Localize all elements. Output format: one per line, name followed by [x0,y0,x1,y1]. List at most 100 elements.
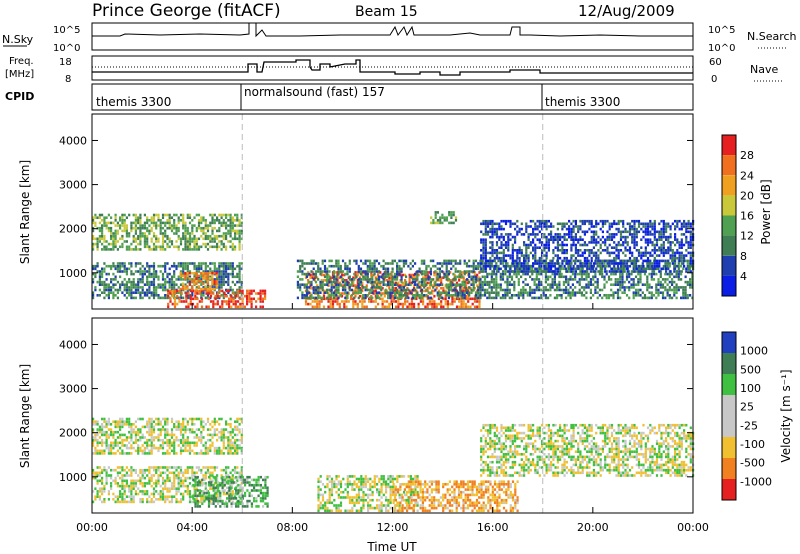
heatmap-cell [610,272,613,276]
heatmap-cell [382,280,385,284]
heatmap-cell [570,238,573,241]
heatmap-cell [684,275,687,279]
heatmap-cell [594,280,597,284]
heatmap-cell [357,280,360,284]
heatmap-cell [299,283,302,286]
heatmap-cell [592,233,595,236]
heatmap-cell [178,297,181,301]
heatmap-cell [134,270,137,273]
heatmap-cell [305,291,309,294]
heatmap-cell [495,233,499,236]
heatmap-cell [626,249,629,252]
heatmap-cell [146,219,149,222]
heatmap-cell [391,275,394,279]
heatmap-cell [396,272,399,276]
heatmap-cell [401,305,404,309]
heatmap-cell [489,256,492,260]
heatmap-cell [531,267,534,271]
heatmap-cell [523,241,526,244]
heatmap-cell [191,232,194,235]
heatmap-cell [401,281,404,285]
heatmap-cell [397,281,400,285]
heatmap-cell [452,288,455,292]
heatmap-cell [318,305,321,309]
heatmap-cell [484,246,487,249]
heatmap-cell [683,243,686,247]
heatmap-cell [188,242,192,246]
heatmap-cell [110,441,113,445]
heatmap-cell [222,221,225,225]
heatmap-cell [236,264,239,268]
heatmap-cell [159,423,162,426]
heatmap-cell [168,441,171,445]
heatmap-cell [345,279,348,282]
heatmap-cell [209,300,213,303]
heatmap-cell [246,297,249,301]
heatmap-cell [103,221,106,225]
heatmap-cell [420,294,423,297]
heatmap-cell [678,227,681,231]
heatmap-cell [459,286,462,289]
heatmap-cell [456,291,460,294]
heatmap-cell [646,288,649,292]
heatmap-cell [107,417,110,421]
heatmap-cell [445,294,448,297]
heatmap-cell [121,219,124,222]
heatmap-cell [583,243,586,247]
heatmap-cell [250,302,253,306]
heatmap-cell [674,225,677,228]
heatmap-cell [164,452,167,455]
heatmap-cell [592,264,595,268]
heatmap-cell [166,423,169,426]
heatmap-cell [125,270,128,273]
heatmap-cell [384,262,387,265]
heatmap-cell [218,245,221,249]
heatmap-cell [184,226,187,230]
heatmap-cell [139,229,142,233]
heatmap-cell [391,288,394,292]
heatmap-cell [426,294,429,298]
heatmap-cell [377,302,380,306]
heatmap-cell [540,288,543,292]
heatmap-cell [372,289,375,293]
heatmap-cell [559,249,562,252]
heatmap-cell [112,237,115,241]
heatmap-cell [218,267,221,271]
heatmap-cell [150,436,153,439]
heatmap-cell [377,273,380,277]
heatmap-cell [331,302,335,306]
heatmap-cell [621,278,624,281]
heatmap-cell [489,264,492,268]
heatmap-cell [121,237,124,241]
heatmap-cell [662,249,665,252]
heatmap-cell [673,286,676,289]
heatmap-cell [619,233,623,236]
heatmap-cell [471,297,474,301]
heatmap-cell [417,273,420,277]
heatmap-cell [474,275,478,279]
heatmap-cell [506,294,509,297]
heatmap-cell [123,270,126,273]
heatmap-cell [246,292,249,295]
heatmap-cell [408,273,411,277]
heatmap-cell [146,441,149,445]
heatmap-cell [400,286,403,289]
heatmap-cell [175,229,178,233]
heatmap-cell [619,235,623,239]
heatmap-cell [214,294,217,298]
heatmap-cell [134,216,137,219]
heatmap-cell [143,224,146,227]
heatmap-cell [433,273,436,277]
heatmap-cell [443,259,446,263]
heatmap-cell [227,272,230,276]
heatmap-cell [204,224,207,227]
heatmap-cell [495,264,498,268]
heatmap-cell [355,259,358,263]
heatmap-cell [433,294,436,298]
heatmap-cell [497,270,500,273]
station-title: Prince George (fitACF) [92,1,281,21]
heatmap-cell [197,278,201,281]
heatmap-cell [565,286,568,289]
heatmap-cell [640,254,643,257]
heatmap-cell [112,294,115,297]
